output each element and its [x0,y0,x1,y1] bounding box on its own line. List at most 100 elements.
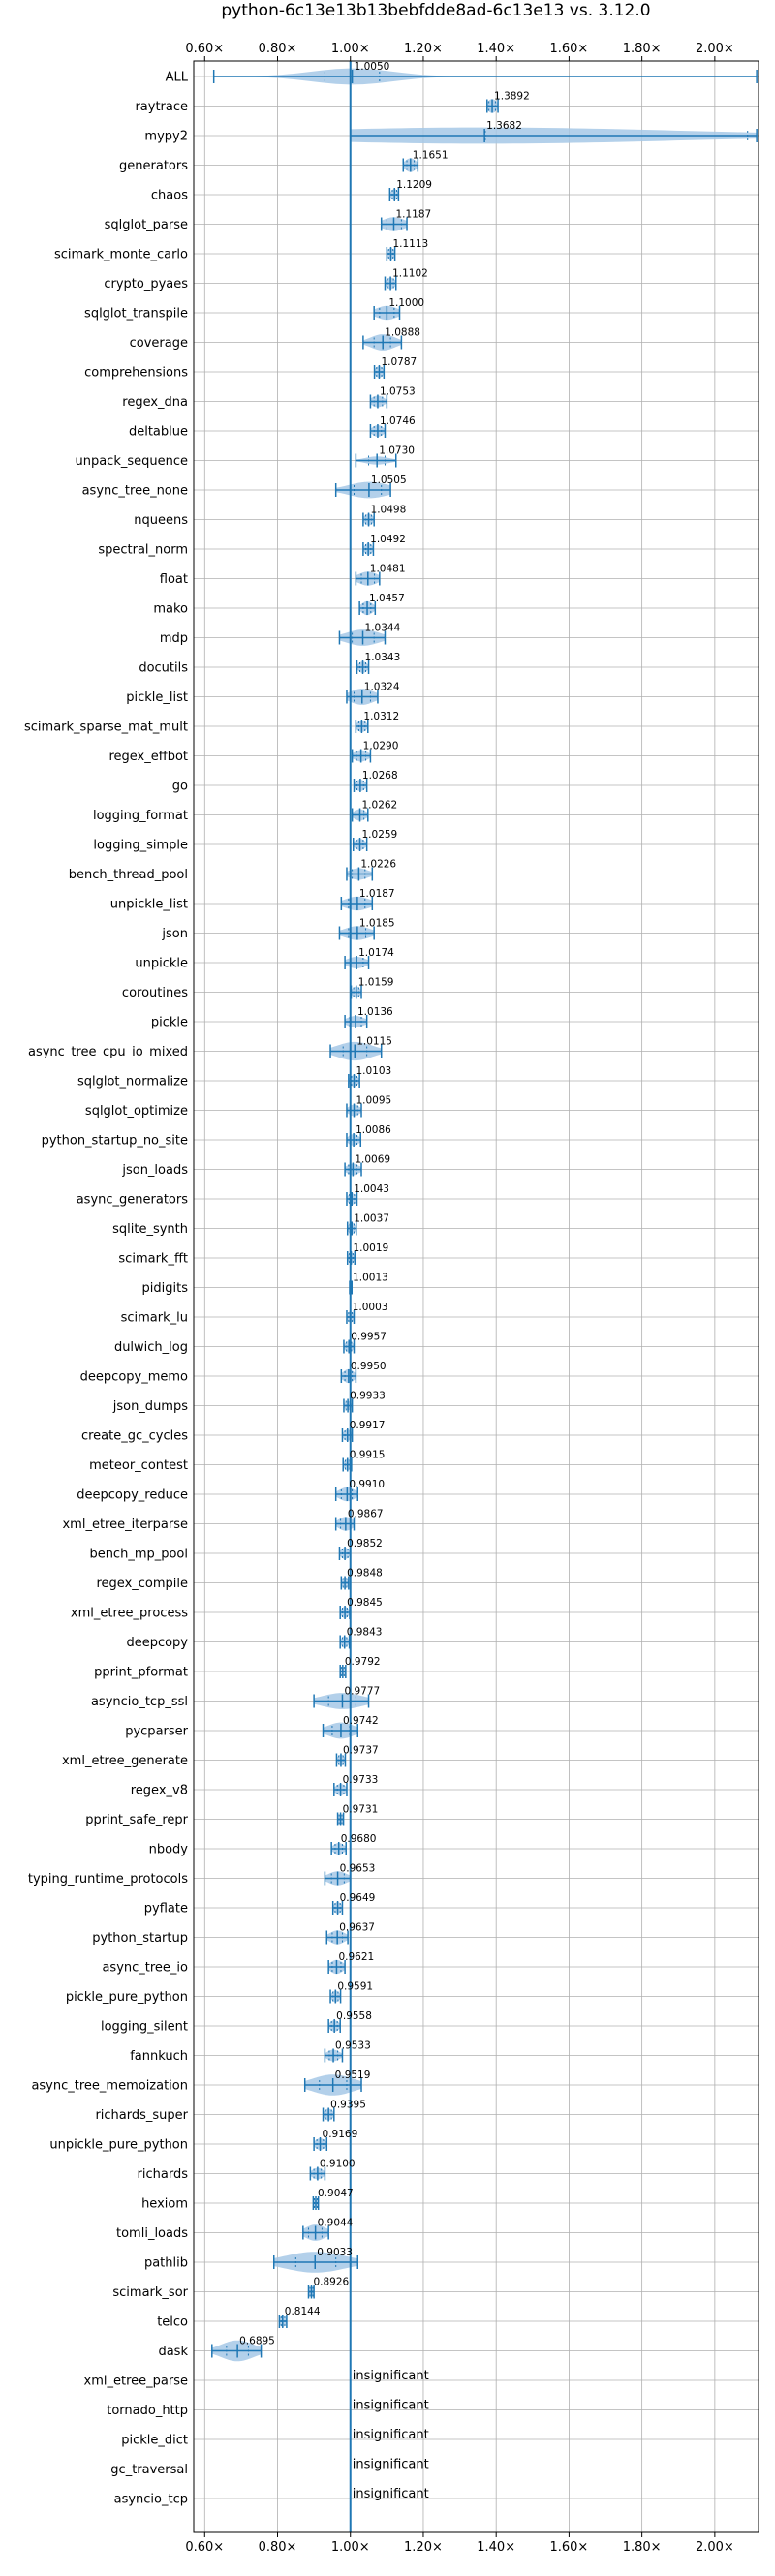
category-label: crypto_pyaes [104,277,188,291]
category-label: float [160,572,188,587]
category-label: pidigits [142,1281,189,1296]
category-label: async_generators [77,1193,189,1208]
category-label: fannkuch [130,2049,188,2064]
category-label: raytrace [135,100,188,114]
value-label: 1.0043 [354,1183,389,1195]
bottom-tick-label: 0.80× [259,2540,297,2555]
value-label: 1.0753 [380,386,416,398]
category-label: comprehensions [84,366,188,381]
value-label: 0.9957 [351,1332,387,1343]
value-label: 0.9591 [337,1981,373,1993]
category-label: create_gc_cycles [81,1429,188,1444]
insignificant-label: insignificant [353,2399,429,2413]
value-label: 0.9637 [339,1922,375,1934]
axis-layer: 0.60× 0.60× 0.80× 0.80× 1.00× 1.00× 1.20× 1.20×… [185,42,760,2555]
value-label: 1.0344 [365,623,401,634]
value-label: 1.0050 [355,61,390,73]
value-label: 1.0019 [353,1242,388,1254]
category-label: bench_mp_pool [89,1548,188,1562]
value-label: 1.0730 [379,445,415,457]
category-label: coroutines [122,986,188,1000]
top-tick-label: 1.40× [477,42,515,56]
category-label: python_startup_no_site [42,1134,188,1149]
category-label: regex_dna [122,395,188,410]
value-label: 0.9169 [323,2129,358,2140]
value-label: 1.0103 [356,1065,391,1077]
category-label: pycparser [125,1725,188,1739]
value-label: 1.0268 [362,770,398,782]
value-label: 1.0115 [356,1036,392,1048]
value-label: 1.0069 [355,1154,390,1166]
grid-layer [194,61,759,2532]
chart-title: python-6c13e13b13bebfdde8ad-6c13e13 vs. … [221,1,650,20]
top-tick-label: 1.60× [549,42,588,56]
value-label: 1.1000 [388,297,424,309]
category-label: pyflate [144,1902,188,1917]
value-label: 0.9653 [340,1863,376,1875]
category-label: json_loads [121,1163,188,1178]
category-label: nbody [149,1843,189,1857]
category-label: chaos [151,189,188,203]
value-label: 0.9742 [343,1715,379,1727]
value-label: 0.9731 [343,1804,379,1816]
category-label: sqlite_synth [112,1222,188,1237]
value-label: 1.0888 [385,327,420,339]
value-label: 1.1102 [392,268,428,280]
category-label: async_tree_none [82,484,188,499]
value-label: 1.0003 [353,1302,388,1313]
value-label: 0.9845 [347,1597,383,1609]
category-label: xml_etree_process [71,1607,188,1621]
value-label: 0.9649 [340,1892,376,1904]
value-label: 0.9792 [345,1656,381,1668]
category-label: unpickle [135,957,188,971]
value-label: 1.0312 [363,711,399,722]
category-label: xml_etree_iterparse [62,1518,188,1532]
category-label: coverage [130,336,188,351]
category-label: pickle_list [126,690,188,705]
value-label: 1.0457 [369,593,405,604]
category-label: sqlglot_optimize [85,1104,188,1119]
category-label: telco [157,2315,188,2330]
value-label: 1.0262 [362,800,398,812]
category-label: pickle [151,1016,188,1030]
value-label: 0.9915 [350,1450,386,1461]
value-label: 0.9917 [350,1420,386,1431]
value-label: 0.9737 [343,1745,379,1757]
category-label: deepcopy_reduce [77,1488,188,1503]
value-label: 0.9848 [347,1568,383,1579]
category-label: mdp [160,631,188,646]
category-label: generators [119,159,188,173]
value-label: 1.1209 [396,179,432,191]
category-label: spectral_norm [98,543,188,558]
value-label: 1.0185 [359,918,395,930]
bottom-tick-label: 2.00× [696,2540,734,2555]
value-label: 1.0498 [371,505,407,516]
category-label: deltablue [129,425,188,440]
value-label: 1.0290 [363,741,399,752]
category-label: json [161,927,188,941]
category-label: typing_runtime_protocols [28,1872,188,1886]
category-label: hexiom [141,2197,188,2212]
category-label: json_dumps [112,1399,188,1414]
top-tick-label: 2.00× [696,42,734,56]
value-label: 0.9777 [344,1686,380,1698]
value-label: 0.9100 [320,2159,356,2170]
violin-layer [211,68,758,2362]
category-label: mako [153,602,188,617]
category-label: pathlib [144,2256,188,2271]
category-label: scimark_sparse_mat_mult [24,721,188,735]
value-label: 1.3682 [486,120,522,132]
category-label: scimark_sor [112,2285,188,2300]
insignificant-label: insignificant [353,2458,429,2472]
category-label: python_startup [92,1931,188,1946]
insignificant-label: insignificant [353,2487,429,2501]
value-label: 1.0086 [356,1124,391,1136]
value-label: 1.0324 [364,682,400,693]
value-label: 1.0174 [358,947,394,959]
category-label: unpack_sequence [75,454,188,469]
value-label: 1.0481 [370,564,406,575]
bottom-tick-label: 0.60× [185,2540,224,2555]
value-label: 0.9044 [318,2218,354,2229]
value-label: 0.9558 [336,2010,372,2022]
